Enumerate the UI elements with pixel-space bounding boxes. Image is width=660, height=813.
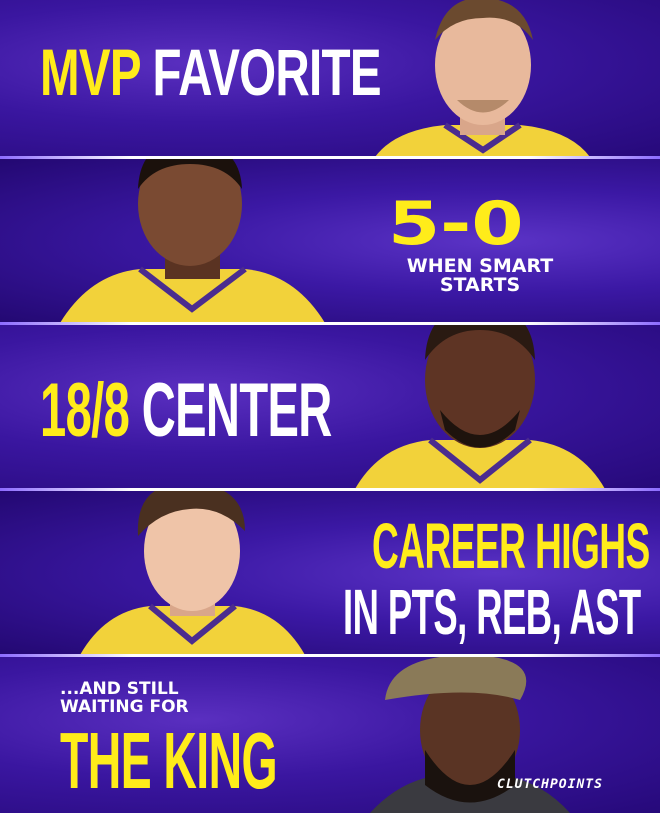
caption-line1: ...AND STILL xyxy=(60,679,179,699)
divider xyxy=(0,156,660,159)
caption-line2: WAITING FOR xyxy=(60,697,189,717)
headline-line1: CAREER HIGHS xyxy=(372,510,650,582)
player-photo xyxy=(375,0,590,157)
player-photo xyxy=(80,491,305,655)
headline-white: CENTER xyxy=(141,368,333,453)
panel-reaves: CAREER HIGHS IN PTS, REB, AST xyxy=(0,491,660,655)
caption-line1: WHEN SMART xyxy=(406,255,554,277)
player-photo xyxy=(60,159,325,323)
watermark-logo: CLUTCHPOINTS xyxy=(497,777,603,792)
panel-king: ...AND STILL WAITING FOR THE KING xyxy=(0,657,660,813)
divider xyxy=(0,322,660,325)
player-photo xyxy=(355,325,605,489)
headline: 18/8 CENTER xyxy=(40,367,332,454)
headline-yellow: MVP xyxy=(40,35,141,109)
headline-white: FAVORITE xyxy=(152,35,381,109)
panel-center: 18/8 CENTER xyxy=(0,325,660,489)
headline: MVP FAVORITE xyxy=(40,34,382,110)
headline-yellow: 18/8 xyxy=(40,368,130,453)
panel-mvp: MVP FAVORITE xyxy=(0,0,660,157)
divider xyxy=(0,654,660,657)
headline-line2: IN PTS, REB, AST xyxy=(343,576,641,648)
panel-smart: 5-0 WHEN SMART STARTS xyxy=(0,159,660,323)
record: 5-0 xyxy=(388,189,524,259)
headline: THE KING xyxy=(60,716,278,805)
player-photo xyxy=(370,657,570,813)
divider xyxy=(0,488,660,491)
caption-line2: STARTS xyxy=(439,274,521,296)
